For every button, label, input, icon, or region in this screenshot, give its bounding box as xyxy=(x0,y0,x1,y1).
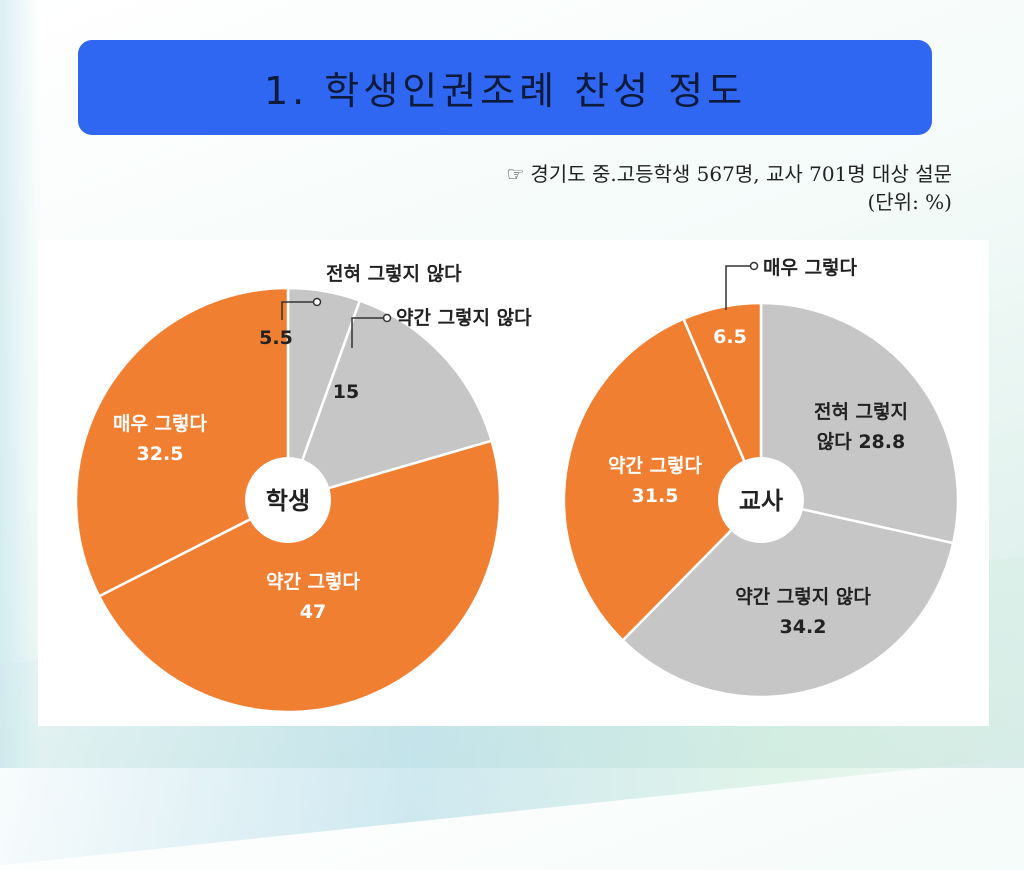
leader-line xyxy=(281,301,313,320)
survey-description: 경기도 중.고등학생 567명, 교사 701명 대상 설문 xyxy=(530,162,952,186)
pie-slice xyxy=(759,301,960,545)
category-label: 매우 그렇다 xyxy=(763,257,858,279)
pie-center-label: 교사 xyxy=(739,487,783,515)
data-label: 34.2 xyxy=(780,616,827,638)
data-label: 32.5 xyxy=(137,443,184,465)
survey-note: ☞ 경기도 중.고등학생 567명, 교사 701명 대상 설문 (단위: %) xyxy=(506,160,952,216)
pie-center xyxy=(718,457,804,543)
data-label: 5.5 xyxy=(259,327,293,349)
category-label: 약간 그렇다 xyxy=(608,455,703,477)
data-label: 31.5 xyxy=(632,485,679,507)
pie-slice xyxy=(562,317,763,643)
leader-line xyxy=(351,317,383,348)
pointing-hand-icon: ☞ xyxy=(506,162,525,186)
pie-slice xyxy=(97,439,502,714)
leader-dot xyxy=(382,313,392,323)
pie-slice xyxy=(285,298,494,502)
page-title: 1. 학생인권조례 찬성 정도 xyxy=(263,69,747,113)
category-label: 매우 그렇다 xyxy=(113,413,208,435)
pie-slice xyxy=(74,286,290,598)
pie-slice xyxy=(681,301,763,501)
category-label: 전혀 그렇지 xyxy=(814,401,908,423)
pie-center xyxy=(245,457,331,543)
category-label: 전혀 그렇지 않다 xyxy=(326,263,462,285)
leader-dot xyxy=(312,297,322,307)
background-edge xyxy=(0,0,40,768)
category-label: 약간 그렇지 않다 xyxy=(735,586,871,608)
pie-center-label: 학생 xyxy=(266,487,310,515)
unit-label: (단위: %) xyxy=(867,190,952,214)
category-label: 약간 그렇다 xyxy=(266,571,361,593)
data-label: 47 xyxy=(300,601,326,623)
chart-panel: 학생 5.5 전혀 그렇지 않다 15 약간 그렇지 않다 약간 그렇다 47 매우 그렇다 3… xyxy=(38,240,989,726)
leader-dot xyxy=(749,261,759,271)
data-label: 않다 28.8 xyxy=(817,431,905,453)
leader-line xyxy=(725,265,750,310)
data-label: 15 xyxy=(333,381,359,403)
category-label: 약간 그렇지 않다 xyxy=(396,307,532,329)
title-bar: 1. 학생인권조례 찬성 정도 xyxy=(78,40,932,135)
pie-slice xyxy=(621,498,955,699)
data-label: 6.5 xyxy=(713,326,747,348)
